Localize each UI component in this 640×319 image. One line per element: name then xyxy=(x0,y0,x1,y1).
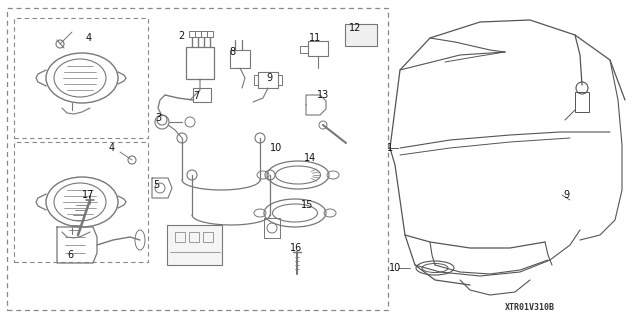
Bar xyxy=(207,31,213,37)
Bar xyxy=(193,88,211,102)
Bar xyxy=(201,31,207,37)
Bar xyxy=(175,232,185,242)
Text: 5: 5 xyxy=(153,180,159,190)
Bar xyxy=(230,50,250,68)
Bar xyxy=(186,47,214,79)
Text: 6: 6 xyxy=(67,250,73,260)
Text: 11: 11 xyxy=(309,33,321,43)
Bar xyxy=(278,75,282,85)
Text: 4: 4 xyxy=(109,143,115,153)
Text: 8: 8 xyxy=(229,47,235,57)
Text: 10: 10 xyxy=(389,263,401,273)
Text: 7: 7 xyxy=(193,91,199,101)
Text: 17: 17 xyxy=(82,190,94,200)
Bar xyxy=(189,232,199,242)
Text: 16: 16 xyxy=(290,243,302,253)
Bar xyxy=(345,24,377,46)
Bar xyxy=(14,142,148,262)
Bar xyxy=(167,225,222,265)
Text: 10: 10 xyxy=(270,143,282,153)
Text: 15: 15 xyxy=(301,200,313,210)
Text: 4: 4 xyxy=(86,33,92,43)
Bar xyxy=(189,31,195,37)
Bar xyxy=(575,92,589,112)
Text: 13: 13 xyxy=(317,90,329,100)
Text: 2: 2 xyxy=(178,31,184,41)
Text: 9: 9 xyxy=(266,73,272,83)
Text: 3: 3 xyxy=(155,113,161,123)
Text: 9: 9 xyxy=(563,190,569,200)
Bar xyxy=(308,41,328,56)
Bar xyxy=(254,75,258,85)
Text: 1: 1 xyxy=(387,143,393,153)
Text: 12: 12 xyxy=(349,23,361,33)
Bar xyxy=(203,232,213,242)
Bar xyxy=(7,8,388,310)
Bar xyxy=(195,31,201,37)
Text: XTR01V310B: XTR01V310B xyxy=(505,303,555,313)
Bar xyxy=(14,18,148,138)
Text: 14: 14 xyxy=(304,153,316,163)
Bar xyxy=(258,72,278,88)
